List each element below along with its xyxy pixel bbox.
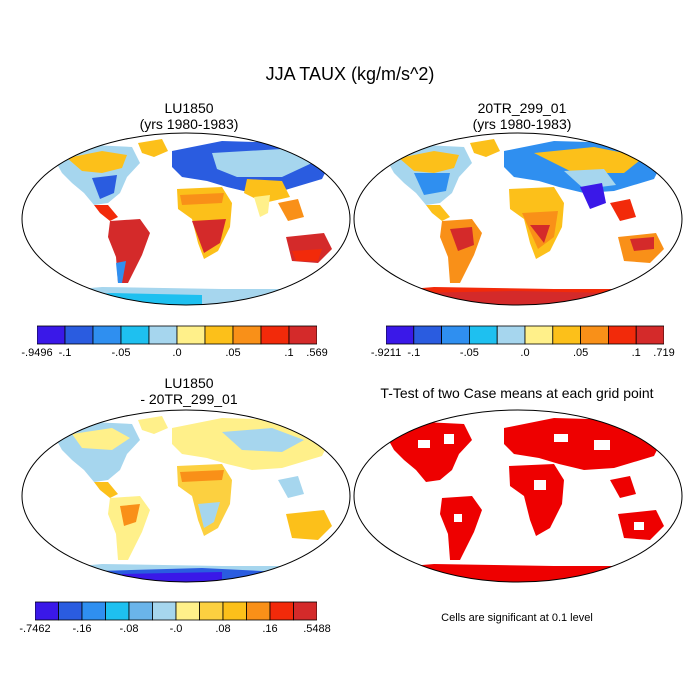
colorbar-swatch xyxy=(386,325,415,345)
panel-1-title-line1: LU1850 xyxy=(164,100,214,116)
colorbar-swatch xyxy=(81,601,106,621)
colorbar-swatch xyxy=(469,325,498,345)
colorbar-swatch xyxy=(204,325,234,345)
colorbar-tick-label: .719 xyxy=(653,347,675,359)
panel-1-title-line2: (yrs 1980-1983) xyxy=(139,116,239,132)
map-difference xyxy=(21,409,351,583)
colorbar-swatch xyxy=(580,325,609,345)
colorbar-tick-label: .08 xyxy=(215,623,231,635)
colorbar-swatch xyxy=(37,325,66,345)
panel-3-title: LU1850 - 20TR_299_01 xyxy=(25,375,353,407)
colorbar-tick-label: -.08 xyxy=(119,623,139,635)
colorbar-tick-label: .0 xyxy=(520,347,530,359)
colorbar-swatch xyxy=(35,601,59,621)
colorbar-swatch xyxy=(232,325,262,345)
colorbar-swatch xyxy=(260,325,290,345)
colorbar-swatch xyxy=(152,601,177,621)
significance-note: Cells are significant at 0.1 level xyxy=(441,612,593,624)
figure-title: JJA TAUX (kg/m/s^2) xyxy=(265,64,435,84)
colorbar-swatch xyxy=(293,601,317,621)
colorbar-swatch xyxy=(92,325,122,345)
colorbar-20tr xyxy=(386,325,664,345)
colorbar-tick-label: -.1 xyxy=(407,347,421,359)
panel-1-title: LU1850 (yrs 1980-1983) xyxy=(25,100,353,132)
map-ttest xyxy=(353,409,683,583)
colorbar-labels-difference: -.7462 -.16 -.08 -.0 .08 .16 .5488 xyxy=(19,623,330,637)
colorbar-swatch xyxy=(105,601,130,621)
colorbar-tick-label: -.05 xyxy=(459,347,479,359)
colorbar-tick-label: .05 xyxy=(225,347,241,359)
colorbar-swatch xyxy=(222,601,247,621)
colorbar-tick-label: .1 xyxy=(631,347,641,359)
colorbar-tick-label: .1 xyxy=(284,347,294,359)
panel-3-title-line1: LU1850 xyxy=(164,375,214,391)
colorbar-difference xyxy=(35,601,317,621)
colorbar-tick-label: -.7462 xyxy=(19,623,51,635)
map-lu1850 xyxy=(21,132,351,306)
panel-4-title: T-Test of two Case means at each grid po… xyxy=(380,385,654,401)
colorbar-swatch xyxy=(524,325,554,345)
colorbar-swatch xyxy=(148,325,178,345)
colorbar-labels-20tr: -.9211 -.1 -.05 .0 .05 .1 .719 xyxy=(371,347,675,361)
panel-2-title: 20TR_299_01 (yrs 1980-1983) xyxy=(358,100,686,132)
colorbar-swatch xyxy=(176,325,206,345)
colorbar-lu1850 xyxy=(37,325,317,345)
colorbar-swatch xyxy=(128,601,153,621)
colorbar-swatch xyxy=(413,325,442,345)
map-20tr-299-01 xyxy=(353,132,683,306)
panel-2-title-line1: 20TR_299_01 xyxy=(477,100,567,116)
colorbar-swatch xyxy=(246,601,271,621)
colorbar-swatch xyxy=(199,601,224,621)
colorbar-tick-label: -.9211 xyxy=(370,347,402,359)
panel-3-title-line2: - 20TR_299_01 xyxy=(140,391,238,407)
colorbar-tick-label: .0 xyxy=(172,347,182,359)
colorbar-tick-label: -.1 xyxy=(58,347,72,359)
colorbar-swatch xyxy=(496,325,526,345)
colorbar-swatch xyxy=(441,325,470,345)
colorbar-tick-label: -.16 xyxy=(72,623,92,635)
panel-2-title-line2: (yrs 1980-1983) xyxy=(472,116,572,132)
colorbar-swatch xyxy=(175,601,200,621)
colorbar-swatch xyxy=(635,325,664,345)
colorbar-labels-lu1850: -.9496 -.1 -.05 .0 .05 .1 .569 xyxy=(21,347,327,361)
colorbar-tick-label: -.9496 xyxy=(21,347,53,359)
colorbar-swatch xyxy=(64,325,94,345)
colorbar-tick-label: .16 xyxy=(262,623,278,635)
colorbar-tick-label: .5488 xyxy=(303,623,331,635)
colorbar-swatch xyxy=(58,601,83,621)
colorbar-swatch xyxy=(552,325,582,345)
colorbar-tick-label: -.05 xyxy=(111,347,131,359)
colorbar-swatch xyxy=(288,325,317,345)
colorbar-swatch xyxy=(120,325,150,345)
colorbar-tick-label: .569 xyxy=(306,347,328,359)
colorbar-tick-label: -.0 xyxy=(169,623,183,635)
colorbar-swatch xyxy=(269,601,294,621)
colorbar-tick-label: .05 xyxy=(572,347,589,359)
colorbar-swatch xyxy=(607,325,637,345)
